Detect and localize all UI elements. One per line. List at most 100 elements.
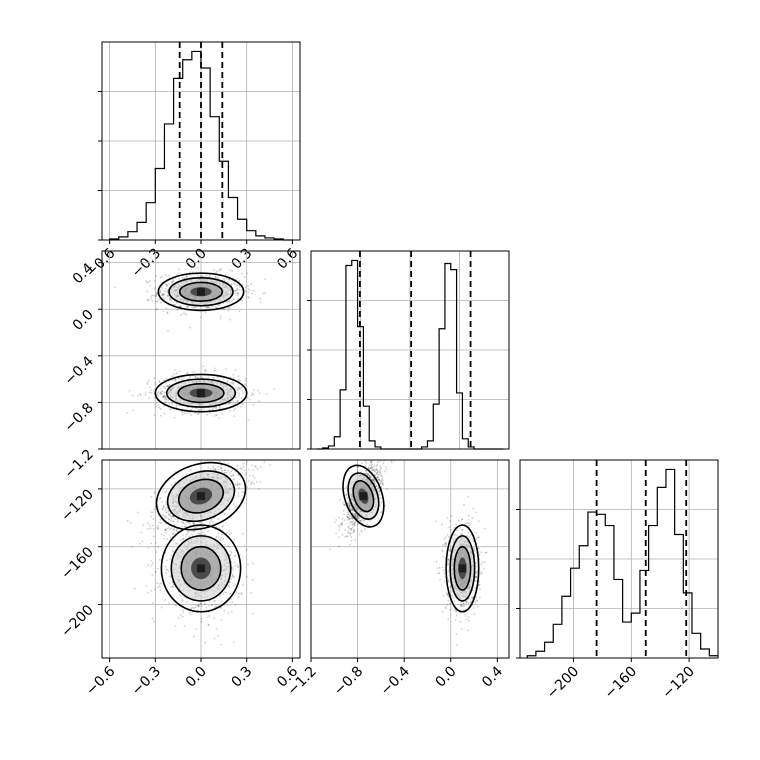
- scatter-point: [156, 392, 159, 395]
- scatter-point: [214, 468, 217, 470]
- scatter-point: [165, 287, 167, 290]
- scatter-point: [169, 558, 171, 560]
- scatter-point: [197, 604, 200, 607]
- scatter-point: [476, 605, 479, 608]
- scatter-point: [353, 523, 356, 526]
- scatter-point: [350, 532, 353, 535]
- scatter-point: [173, 528, 176, 531]
- scatter-point: [234, 603, 237, 606]
- scatter-point: [346, 516, 349, 518]
- scatter-point: [340, 523, 343, 526]
- scatter-point: [379, 468, 382, 470]
- scatter-point: [147, 298, 150, 301]
- scatter-point: [228, 302, 231, 304]
- scatter-point: [352, 509, 354, 512]
- scatter-point: [159, 276, 162, 279]
- scatter-point: [194, 306, 197, 309]
- scatter-point: [162, 394, 165, 397]
- scatter-point: [247, 295, 249, 298]
- scatter-point: [202, 376, 204, 379]
- scatter-point: [347, 513, 349, 516]
- scatter-point: [360, 529, 363, 532]
- scatter-point: [171, 281, 173, 283]
- scatter-point: [244, 377, 247, 380]
- scatter-point: [217, 535, 220, 538]
- scatter-point: [164, 509, 167, 512]
- scatter-point: [172, 515, 175, 518]
- scatter-point: [382, 462, 385, 464]
- scatter-point: [171, 403, 174, 405]
- scatter-point: [264, 292, 266, 294]
- scatter-point: [224, 512, 226, 515]
- scatter-point: [226, 281, 229, 283]
- scatter-point: [163, 293, 166, 296]
- scatter-point: [155, 294, 158, 297]
- scatter-point: [165, 508, 167, 510]
- scatter-point: [251, 392, 254, 395]
- scatter-point: [228, 581, 231, 584]
- scatter-point: [197, 412, 200, 415]
- scatter-point: [183, 412, 186, 415]
- scatter-point: [155, 295, 158, 297]
- scatter-point: [165, 307, 168, 310]
- scatter-point: [161, 294, 164, 297]
- contour-line: [180, 545, 222, 591]
- scatter-point: [208, 409, 211, 411]
- scatter-point: [169, 512, 172, 515]
- scatter-point: [370, 476, 372, 479]
- scatter-point: [161, 292, 164, 295]
- scatter-point: [380, 497, 382, 499]
- scatter-point: [347, 511, 349, 514]
- scatter-point: [347, 532, 350, 534]
- scatter-point: [237, 492, 240, 494]
- scatter-point: [208, 275, 211, 278]
- scatter-point: [214, 369, 217, 372]
- scatter-point: [170, 517, 173, 520]
- histogram-bin: [352, 260, 358, 449]
- scatter-point: [215, 414, 218, 416]
- scatter-point: [150, 389, 152, 391]
- scatter-point: [186, 305, 188, 308]
- scatter-point: [259, 481, 262, 483]
- scatter-point: [231, 576, 234, 578]
- scatter-point: [167, 384, 169, 387]
- scatter-point: [225, 277, 228, 280]
- scatter-point: [381, 479, 384, 482]
- scatter-point: [239, 379, 242, 382]
- scatter-point: [218, 269, 221, 272]
- scatter-point: [357, 517, 360, 519]
- scatter-point: [448, 526, 451, 529]
- scatter-point: [215, 536, 218, 538]
- scatter-point: [155, 551, 158, 553]
- scatter-point: [184, 523, 187, 526]
- scatter-point: [254, 465, 257, 468]
- scatter-point: [198, 408, 201, 411]
- scatter-point: [147, 299, 150, 302]
- scatter-point: [241, 289, 243, 291]
- scatter-point: [379, 479, 381, 482]
- scatter-point: [167, 329, 169, 332]
- scatter-point: [146, 383, 149, 385]
- scatter-point: [342, 502, 344, 504]
- scatter-point: [356, 470, 359, 472]
- histogram-bin: [340, 390, 346, 449]
- histogram-bin: [247, 231, 256, 240]
- scatter-point: [172, 515, 175, 518]
- scatter-point: [238, 592, 241, 595]
- scatter-point: [477, 536, 480, 539]
- scatter-point: [188, 522, 191, 524]
- scatter-point: [236, 294, 239, 297]
- scatter-point: [197, 605, 200, 607]
- scatter-point: [166, 511, 168, 514]
- scatter-point: [146, 290, 149, 293]
- scatter-point: [350, 521, 353, 523]
- scatter-point: [189, 524, 192, 526]
- scatter-point: [441, 610, 444, 613]
- scatter-point: [349, 543, 352, 546]
- y-tick-label: −1.2: [61, 447, 96, 482]
- scatter-point: [157, 391, 160, 393]
- scatter-point: [153, 279, 156, 282]
- scatter-point: [181, 615, 184, 618]
- scatter-point: [150, 511, 153, 514]
- scatter-point: [210, 468, 212, 470]
